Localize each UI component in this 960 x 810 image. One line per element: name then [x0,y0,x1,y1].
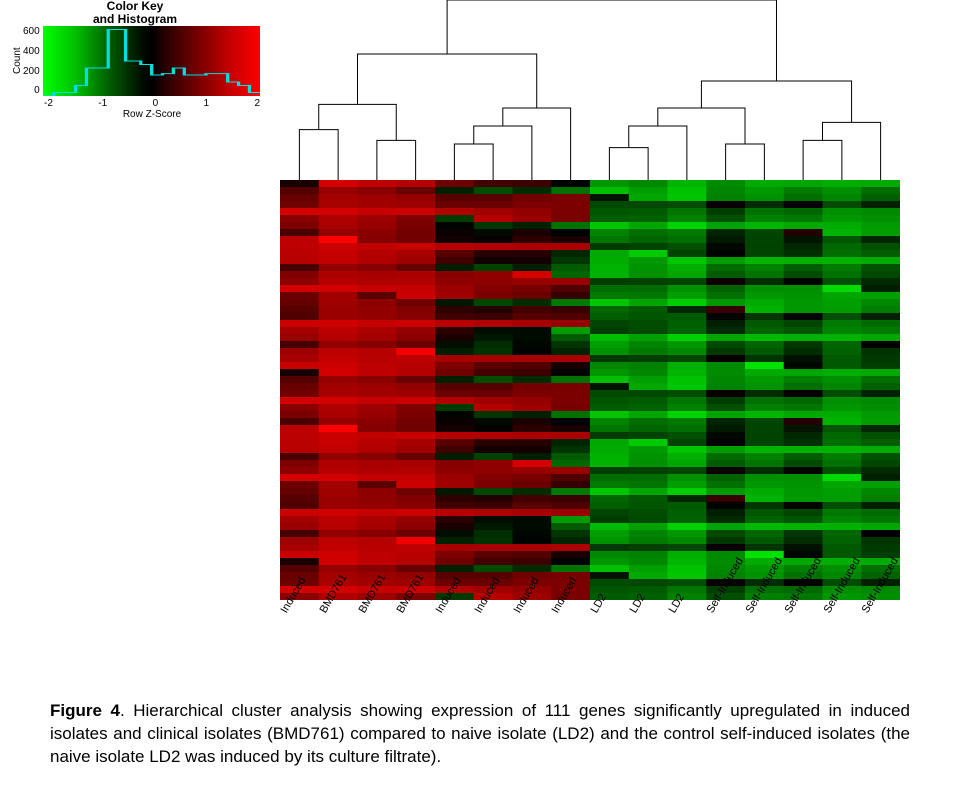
ck-xtick: 1 [204,98,210,109]
color-key-yaxis: 600 400 200 0 [23,26,43,96]
color-key-gradient [43,26,260,96]
ck-xtick: 2 [254,98,260,109]
ck-ytick: 0 [34,85,40,96]
heatmap [280,180,900,600]
color-key-title: Color Key and Histogram [10,0,260,26]
color-key-xlabel: Row Z-Score [44,109,260,120]
ck-xtick: 0 [153,98,159,109]
color-key-body: Count 600 400 200 0 [10,26,260,96]
caption-lead: Figure 4 [50,701,120,720]
ck-ytick: 400 [23,46,40,57]
color-key-title-line2: and Histogram [93,12,177,26]
column-dendrogram [280,0,900,180]
color-key-gradient-wrap [43,26,260,96]
color-key-title-line1: Color Key [107,0,164,13]
caption-text: . Hierarchical cluster analysis showing … [50,701,910,766]
color-key-ylabel: Count [10,26,23,96]
figure-container: Color Key and Histogram Count 600 400 20… [0,0,960,810]
figure-caption: Figure 4. Hierarchical cluster analysis … [50,700,910,769]
ck-ytick: 200 [23,66,40,77]
color-key-panel: Color Key and Histogram Count 600 400 20… [10,0,260,120]
plot-area: InducedBMD761BMD761BMD761InducedInducedI… [280,0,900,680]
ck-xtick: -1 [98,98,107,109]
column-labels: InducedBMD761BMD761BMD761InducedInducedI… [280,600,900,680]
ck-xtick: -2 [44,98,53,109]
color-key-xaxis: -2 -1 0 1 2 [44,98,260,109]
ck-ytick: 600 [23,26,40,37]
